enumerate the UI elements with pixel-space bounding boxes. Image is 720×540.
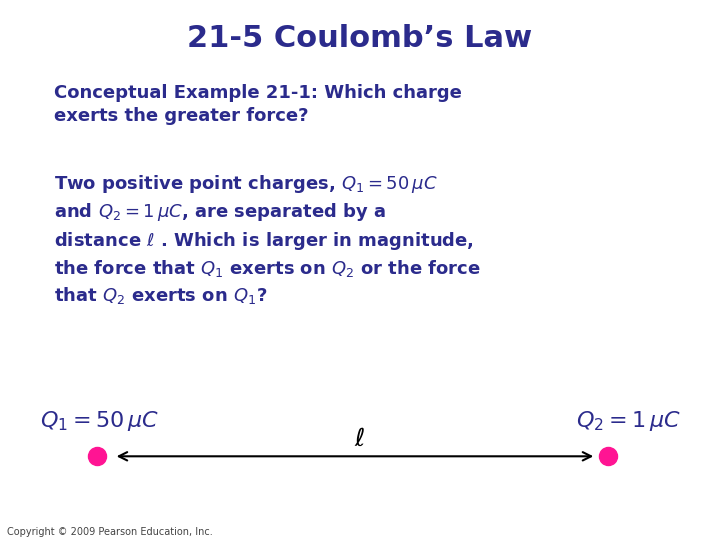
Text: 21-5 Coulomb’s Law: 21-5 Coulomb’s Law	[187, 24, 533, 53]
Text: Conceptual Example 21-1: Which charge
exerts the greater force?: Conceptual Example 21-1: Which charge ex…	[54, 84, 462, 125]
Text: $Q_2 = 1\,\mu C$: $Q_2 = 1\,\mu C$	[576, 409, 680, 433]
Text: $Q_1 = 50\,\mu C$: $Q_1 = 50\,\mu C$	[40, 409, 158, 433]
Text: Two positive point charges, $Q_1 = 50\,\mu C$
and $Q_2 = 1\,\mu C$, are separate: Two positive point charges, $Q_1 = 50\,\…	[54, 173, 481, 306]
Text: Copyright © 2009 Pearson Education, Inc.: Copyright © 2009 Pearson Education, Inc.	[7, 527, 213, 537]
Text: $\ell$: $\ell$	[354, 427, 366, 451]
